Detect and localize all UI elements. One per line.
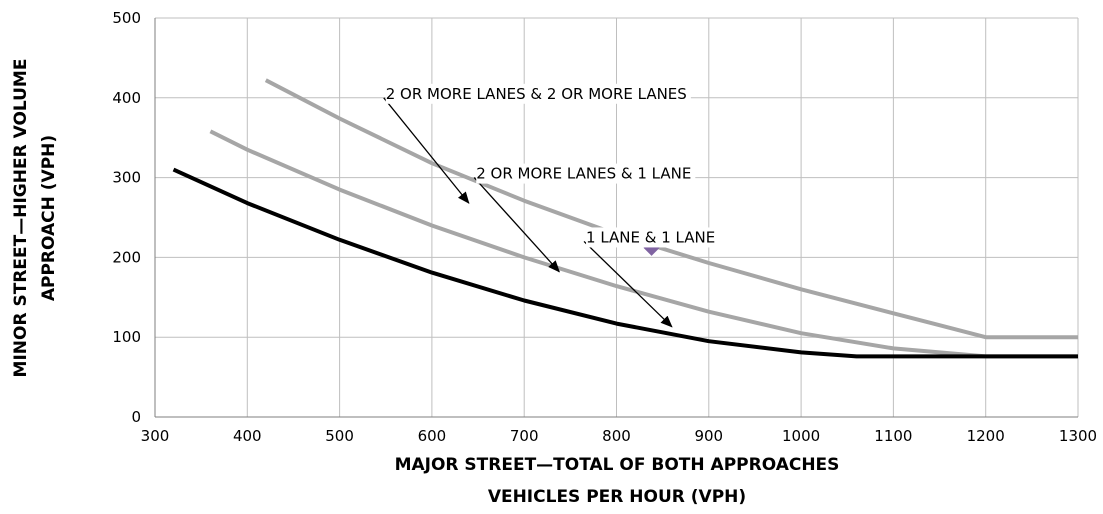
annotation-label: 2 OR MORE LANES & 1 LANE [476,165,691,183]
x-axis-title-line2: VEHICLES PER HOUR (VPH) [488,487,746,507]
y-tick-label: 500 [112,9,141,27]
series-line [264,78,1078,340]
annotation-label: 1 LANE & 1 LANE [586,228,715,246]
y-tick-label: 300 [112,169,141,187]
x-axis-title: MAJOR STREET—TOTAL OF BOTH APPROACHES [395,455,840,475]
x-tick-label: 1300 [1059,427,1097,445]
annotation-background [476,163,696,184]
x-tick-label: 300 [141,427,170,445]
x-tick-label: 400 [233,427,262,445]
x-tick-label: 1100 [874,427,912,445]
annotation-label: 2 OR MORE LANES & 2 OR MORE LANES [386,85,687,103]
annotation-background [586,227,720,248]
x-tick-label: 700 [510,427,539,445]
series-line [209,129,1078,359]
x-tick-label: 500 [325,427,354,445]
y-tick-label: 200 [112,248,141,266]
annotation-arrow [473,177,560,273]
y-axis-title-line2: APPROACH (VPH) [39,135,59,301]
y-tick-label: 100 [112,328,141,346]
x-tick-label: 600 [418,427,447,445]
x-tick-label: 1000 [782,427,820,445]
x-tick-label: 800 [602,427,631,445]
y-tick-label: 400 [112,89,141,107]
annotation-arrow [383,97,470,204]
y-axis-title: MINOR STREET—HIGHER VOLUME [11,59,31,378]
x-tick-label: 900 [694,427,723,445]
annotation-arrow [583,240,673,328]
annotation-background [385,83,691,104]
series-line [172,167,1078,359]
x-tick-label: 1200 [967,427,1005,445]
y-tick-label: 0 [131,408,141,426]
